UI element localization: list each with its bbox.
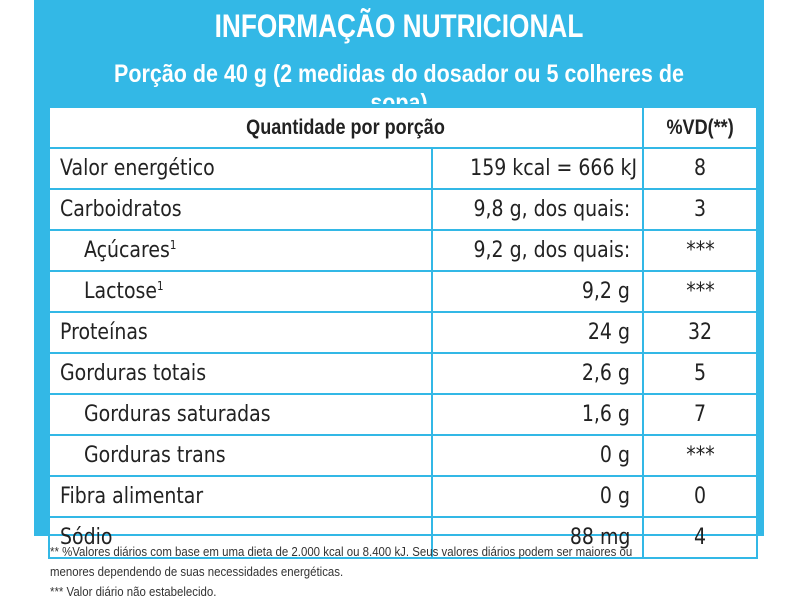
nutrient-name: Gorduras totais [48,352,433,395]
table-header-row: Quantidade por porção %VD(**) [48,106,758,149]
nutrition-table: Quantidade por porção %VD(**) Valor ener… [48,106,758,559]
footnote-not-established: *** Valor diário não estabelecido. [50,584,217,599]
nutrient-vd: 4 [642,516,758,559]
nutrient-amount: 88 mg [431,516,644,559]
nutrient-name: Fibra alimentar [48,475,433,518]
table-row: Gorduras trans 0 g *** [48,434,758,477]
nutrient-name: Sódio [48,516,433,559]
nutrient-vd: *** [642,270,758,313]
footnote-marker: 1 [169,238,177,252]
nutrient-name: Proteínas [48,311,433,354]
table-row: Gorduras saturadas 1,6 g 7 [48,393,758,436]
table-row: Sódio 88 mg 4 [48,516,758,559]
nutrient-amount: 159 kcal = 666 kJ [431,147,644,190]
nutrition-table-container: Quantidade por porção %VD(**) Valor ener… [46,104,758,559]
table-row: Açúcares1 9,2 g, dos quais: *** [48,229,758,272]
footnote-vd-basis: ** %Valores diários com base em uma diet… [50,544,633,559]
nutrient-vd: 0 [642,475,758,518]
table-row: Proteínas 24 g 32 [48,311,758,354]
nutrient-vd: *** [642,229,758,272]
nutrient-name: Valor energético [48,147,433,190]
nutrient-vd: 3 [642,188,758,231]
nutrient-amount: 1,6 g [431,393,644,436]
nutrient-name: Carboidratos [48,188,433,231]
table-row: Lactose1 9,2 g *** [48,270,758,313]
table-row: Valor energético 159 kcal = 666 kJ 8 [48,147,758,190]
nutrient-name: Açúcares1 [48,229,433,272]
footnote-vd-basis-cont: menores dependendo de suas necessidades … [50,564,344,579]
table-row: Gorduras totais 2,6 g 5 [48,352,758,395]
header-quantity: Quantidade por porção [48,106,644,149]
footnote-marker: 1 [157,279,164,293]
nutrient-vd: 7 [642,393,758,436]
nutrient-amount: 0 g [431,434,644,477]
nutrient-name: Gorduras saturadas [48,393,433,436]
panel-title: INFORMAÇÃO NUTRICIONAL [214,8,584,44]
nutrient-vd: 5 [642,352,758,395]
table-row: Fibra alimentar 0 g 0 [48,475,758,518]
nutrient-vd: *** [642,434,758,477]
nutrient-amount: 24 g [431,311,644,354]
nutrient-vd: 32 [642,311,758,354]
nutrient-amount: 2,6 g [431,352,644,395]
nutrient-amount: 9,2 g, dos quais: [431,229,644,272]
footnotes: ** %Valores diários com base em uma diet… [50,542,790,602]
nutrient-amount: 0 g [431,475,644,518]
nutrient-amount: 9,8 g, dos quais: [431,188,644,231]
serving-size: Porção de 40 g (2 medidas do dosador ou … [114,60,684,117]
nutrient-name: Lactose1 [48,270,433,313]
nutrient-vd: 8 [642,147,758,190]
table-row: Carboidratos 9,8 g, dos quais: 3 [48,188,758,231]
nutrient-amount: 9,2 g [431,270,644,313]
header-vd: %VD(**) [642,106,758,149]
nutrient-name: Gorduras trans [48,434,433,477]
